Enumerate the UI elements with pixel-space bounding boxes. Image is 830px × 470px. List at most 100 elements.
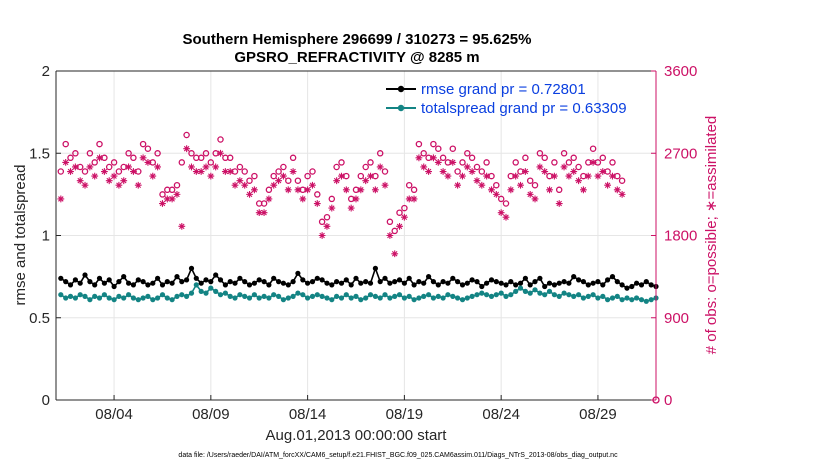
data-point [595,295,601,301]
obs-assimilated-point [512,172,520,180]
data-point [324,295,330,301]
data-point [174,293,180,299]
data-point [469,277,475,283]
data-point [217,292,224,298]
obs-assimilated-point [236,177,244,185]
obs-possible-point [309,168,316,175]
data-point [363,279,369,285]
obs-assimilated-point [376,163,384,171]
obs-assimilated-point [386,232,394,239]
data-point [121,274,127,280]
data-point [421,293,427,299]
obs-possible-point [197,154,205,162]
obs-assimilated-point [226,168,234,175]
data-point [629,283,635,290]
data-point [261,293,267,299]
data-point [251,280,257,286]
data-point [561,290,567,296]
obs-assimilated-point [396,222,403,230]
data-point [63,279,69,285]
obs-assimilated-point [115,181,123,189]
data-point [280,297,286,303]
data-point [213,288,219,294]
data-point [338,280,345,286]
legend-marker-totalspread [397,104,405,112]
series-layer [57,131,660,404]
data-point [459,297,466,303]
axis-ticks: 0 0.5 1 1.5 2 0 900 1800 2700 3600 08/04 08/09 08/14… [29,63,697,423]
x-tick-label: 08/19 [386,406,424,423]
legend-label-totalspread: totalspread grand pr = 0.63309 [421,100,627,117]
data-point [82,272,88,278]
obs-assimilated-point [589,158,597,166]
data-point [126,280,132,286]
data-point [285,295,291,301]
data-point [305,295,311,301]
obs-possible-point [217,136,224,143]
obs-assimilated-point [323,222,331,230]
data-point [121,295,127,301]
obs-possible-point [139,140,147,148]
data-point [638,282,645,288]
data-point [309,279,316,285]
obs-possible-point [376,150,384,157]
x-tick-label: 08/04 [95,406,133,423]
obs-assimilated-point [430,154,437,162]
data-point [406,293,412,299]
data-point [67,282,74,288]
data-point [237,292,243,298]
obs-possible-point [478,168,486,175]
data-point [87,297,93,303]
obs-assimilated-point [536,163,544,171]
obs-possible-point [609,159,616,166]
obs-assimilated-point [250,186,258,194]
data-point [256,277,262,283]
data-point [82,293,88,299]
legend-marker-rmse [397,85,405,93]
data-point [537,290,543,296]
obs-possible-point [565,159,573,166]
data-point [455,279,461,285]
data-point [242,279,248,285]
data-point [532,287,538,293]
data-point [58,292,64,298]
data-point [150,297,156,303]
obs-assimilated-point [517,181,524,189]
data-point [358,280,364,286]
data-point [145,293,151,299]
obs-assimilated-point [391,250,399,258]
data-point [387,295,393,301]
data-point [222,290,228,296]
data-point [464,295,470,301]
y-tick-label: 1.5 [29,145,50,162]
obs-assimilated-point [275,177,282,185]
data-point [63,295,69,301]
obs-assimilated-point [521,168,529,175]
data-point [527,282,533,288]
obs-assimilated-point [488,186,495,194]
obs-assimilated-point [352,195,360,203]
x-tick-label: 08/14 [289,406,327,423]
obs-possible-point [285,177,292,184]
y-right-tick-label: 3600 [664,63,697,80]
obs-assimilated-point [120,177,128,185]
obs-assimilated-point [212,163,220,171]
obs-assimilated-point [207,172,215,180]
data-point [392,279,398,285]
obs-assimilated-point [304,186,312,194]
obs-possible-point [275,168,282,175]
obs-possible-point [251,172,258,180]
data-point [396,277,403,283]
obs-assimilated-point [294,186,302,194]
obs-possible-point [497,195,505,203]
obs-assimilated-point [357,186,365,194]
obs-assimilated-point [183,145,191,153]
obs-assimilated-point [507,186,515,194]
data-point [193,275,199,281]
data-point [295,270,301,276]
obs-possible-point [173,181,181,189]
data-point [600,282,606,288]
data-point [648,297,654,303]
obs-assimilated-point [463,163,471,171]
